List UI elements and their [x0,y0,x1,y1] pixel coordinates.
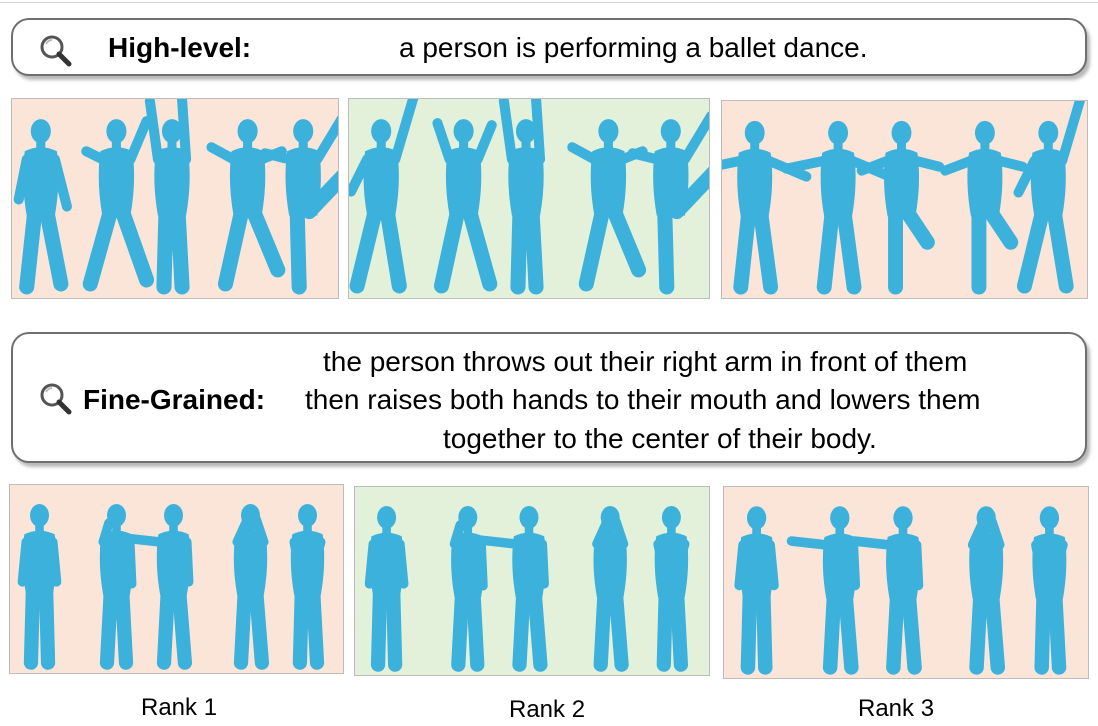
motion-figures [734,506,1068,675]
human-figure [1013,101,1085,294]
human-figure [364,506,409,672]
motion-figures [349,99,709,295]
human-figure [144,99,192,295]
human-figure [206,119,287,292]
human-figure [940,120,1028,295]
motion-figures [722,101,1085,295]
human-figure [289,504,326,670]
query-label-fine-grained: Fine-Grained: [83,384,266,415]
human-figure [734,506,779,675]
human-figure [967,506,1006,675]
query-text-line-3: together to the center of their body. [443,423,877,454]
human-figure [781,120,895,295]
query-text-line-2: then raises both hands to their mouth an… [305,384,981,415]
top-divider [0,2,1098,3]
human-figure [432,118,498,294]
query-box-high-level: High-level: a person is performing a bal… [11,18,1087,76]
human-figure [98,504,137,670]
rank-label-3: Rank 3 [858,695,935,722]
result-panel-high-rank-1 [11,98,339,299]
result-panel-fine-rank-1 [9,484,344,674]
result-panel-fine-rank-3 [723,486,1089,679]
human-figure [121,504,194,670]
query-text-line-1: the person throws out their right arm in… [323,346,968,377]
human-figure [567,119,648,292]
query-label-high-level: High-level: [108,32,252,63]
motion-figures [364,506,690,672]
human-figure [232,504,270,670]
human-figure [1031,506,1068,675]
result-panel-high-rank-2 [348,98,710,299]
query-text-high-level: a person is performing a ballet dance. [399,32,868,63]
human-figure [17,504,62,670]
motion-figures [13,99,338,295]
human-figure [449,506,488,672]
human-figure [349,99,419,294]
human-figure [13,119,72,295]
human-figure [627,111,709,295]
rank-label-2: Rank 2 [509,696,586,723]
human-figure [81,116,155,292]
human-figure [653,506,690,672]
motion-figures [17,504,326,670]
human-figure [259,115,338,295]
result-panel-fine-rank-2 [354,486,710,676]
human-figure [592,506,629,672]
result-panel-high-rank-3 [721,100,1088,299]
query-box-fine-grained: Fine-Grained: the person throws out thei… [11,332,1087,463]
human-figure [498,99,546,295]
human-figure [476,506,549,672]
human-figure [786,506,861,675]
magnifier-icon [40,383,72,415]
magnifier-icon [40,35,72,67]
human-figure [849,506,924,675]
human-figure [722,120,812,295]
human-figure [856,120,945,295]
rank-label-1: Rank 1 [141,694,218,721]
